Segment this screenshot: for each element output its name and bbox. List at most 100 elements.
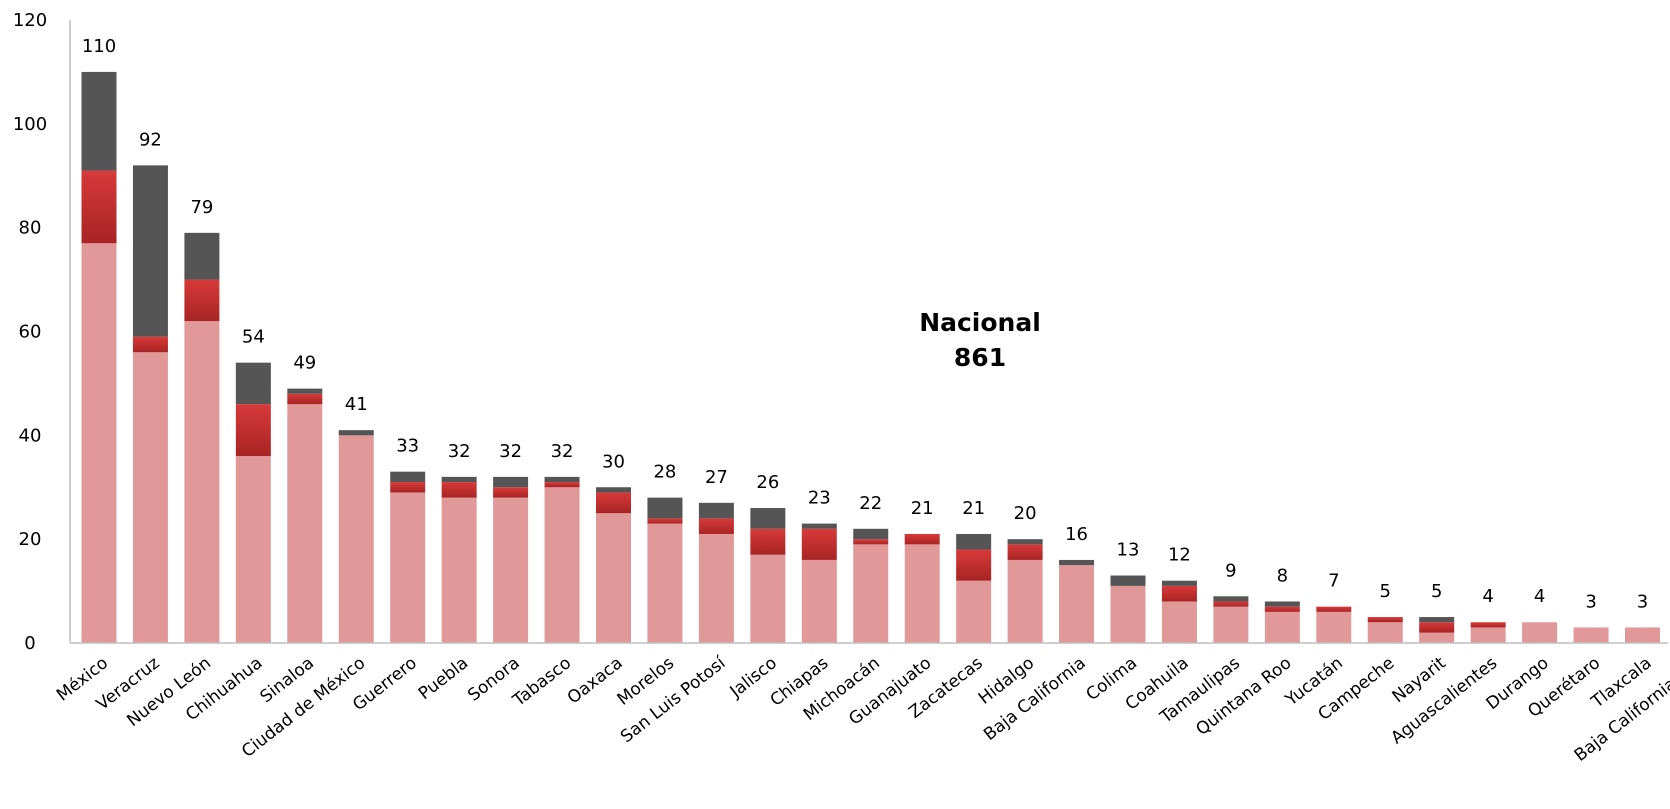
bar-total-label: 3: [1585, 591, 1596, 612]
bar-segment-bottom: [81, 243, 117, 643]
bar-segment-bottom: [1316, 611, 1352, 643]
bar-segment-top: [81, 71, 117, 171]
bar-total-label: 110: [82, 36, 116, 57]
bar-segment-top: [493, 476, 529, 488]
bar-segment-bottom: [338, 435, 374, 643]
bar-segment-top: [956, 533, 992, 550]
bar-segment-middle: [750, 528, 786, 555]
bar-segment-bottom: [1264, 611, 1300, 643]
bar-total-label: 49: [293, 353, 316, 374]
bar-segment-top: [596, 487, 631, 493]
bar-segment-middle: [956, 549, 992, 581]
bar-total-label: 21: [911, 498, 934, 519]
bar-total-label: 9: [1225, 560, 1236, 581]
bar-segment-bottom: [647, 523, 683, 643]
bar-segment-middle: [1264, 606, 1300, 612]
bar-segment-top: [1213, 596, 1249, 602]
bar-total-label: 41: [345, 394, 368, 415]
bar-segment-bottom: [493, 497, 529, 643]
bar-total-label: 28: [653, 462, 676, 483]
bar-segment-top: [132, 165, 168, 337]
bar-segment-middle: [493, 487, 529, 498]
bar-segment-top: [441, 476, 477, 483]
bar-total-label: 13: [1117, 540, 1140, 561]
bar-segment-bottom: [853, 544, 889, 643]
bar-segment-bottom: [904, 544, 940, 643]
bar-segment-middle: [441, 482, 477, 498]
y-tick-label: 60: [19, 322, 42, 343]
bar-segment-bottom: [698, 533, 734, 643]
y-tick-label: 120: [13, 10, 47, 31]
bar-segment-top: [1419, 617, 1455, 623]
bar-segment-middle: [647, 518, 683, 524]
bar-segment-bottom: [1419, 632, 1455, 643]
bar-total-label: 16: [1065, 524, 1088, 545]
bar-segment-top: [235, 362, 271, 405]
bar-total-label: 5: [1431, 581, 1442, 602]
bar-total-label: 12: [1168, 545, 1191, 566]
bar-segment-bottom: [956, 580, 992, 643]
bar-total-label: 7: [1328, 571, 1339, 592]
bar-segment-bottom: [1161, 601, 1197, 643]
bar-segment-middle: [698, 518, 734, 534]
bar-total-label: 3: [1637, 591, 1648, 612]
y-tick-label: 0: [24, 633, 35, 654]
national-annotation-label: Nacional: [919, 308, 1041, 337]
bar-total-label: 4: [1482, 586, 1493, 607]
bar-segment-bottom: [441, 497, 477, 643]
bar-segment-middle: [390, 482, 426, 493]
bar-segment-middle: [1367, 617, 1403, 623]
bar-segment-bottom: [287, 404, 323, 643]
bar-segment-top: [801, 523, 837, 529]
bar-segment-top: [1264, 601, 1300, 607]
bar-total-label: 20: [1014, 503, 1037, 524]
bar-segment-top: [1161, 580, 1197, 586]
bar-segment-middle: [904, 533, 940, 545]
bar-segment-middle: [596, 492, 631, 514]
bar-total-label: 32: [499, 441, 522, 462]
bar-segment-bottom: [1059, 565, 1095, 643]
bar-segment-top: [1007, 539, 1043, 545]
bar-segment-top: [1059, 559, 1095, 566]
y-tick-label: 40: [19, 425, 42, 446]
x-tick-label: Tabasco: [509, 653, 576, 711]
y-tick-label: 20: [19, 529, 42, 550]
bar-total-label: 33: [396, 436, 419, 457]
bar-segment-bottom: [184, 321, 220, 643]
bar-segment-middle: [235, 404, 271, 457]
bar-segment-middle: [853, 539, 889, 545]
bar-segment-middle: [544, 482, 580, 488]
bar-total-label: 4: [1534, 586, 1545, 607]
bar-segment-middle: [132, 336, 168, 353]
bar-segment-bottom: [544, 487, 580, 643]
bar-total-label: 27: [705, 467, 728, 488]
bar-segment-middle: [1470, 622, 1506, 628]
bar-total-label: 21: [962, 498, 985, 519]
bar-segment-top: [544, 476, 580, 483]
bar-segment-middle: [184, 279, 220, 322]
bar-total-label: 22: [859, 493, 882, 514]
bar-segment-bottom: [1470, 627, 1506, 643]
x-tick-label: Puebla: [415, 653, 472, 704]
bars: [81, 71, 1660, 643]
bar-segment-top: [390, 471, 426, 483]
bar-segment-top: [338, 430, 374, 436]
bar-segment-top: [647, 497, 683, 519]
bar-segment-top: [698, 502, 734, 519]
bar-total-label: 8: [1277, 565, 1288, 586]
bar-segment-bottom: [1573, 627, 1609, 643]
bar-segment-middle: [1316, 606, 1352, 612]
bar-segment-top: [853, 528, 889, 540]
bar-segment-middle: [1213, 601, 1249, 607]
bar-segment-bottom: [390, 492, 426, 643]
bar-segment-bottom: [750, 554, 786, 643]
bar-total-label: 26: [756, 472, 779, 493]
bar-segment-middle: [801, 528, 837, 560]
y-tick-label: 100: [13, 114, 47, 135]
bar-segment-bottom: [235, 456, 271, 643]
bar-total-label: 30: [602, 451, 625, 472]
bar-segment-top: [750, 508, 786, 529]
